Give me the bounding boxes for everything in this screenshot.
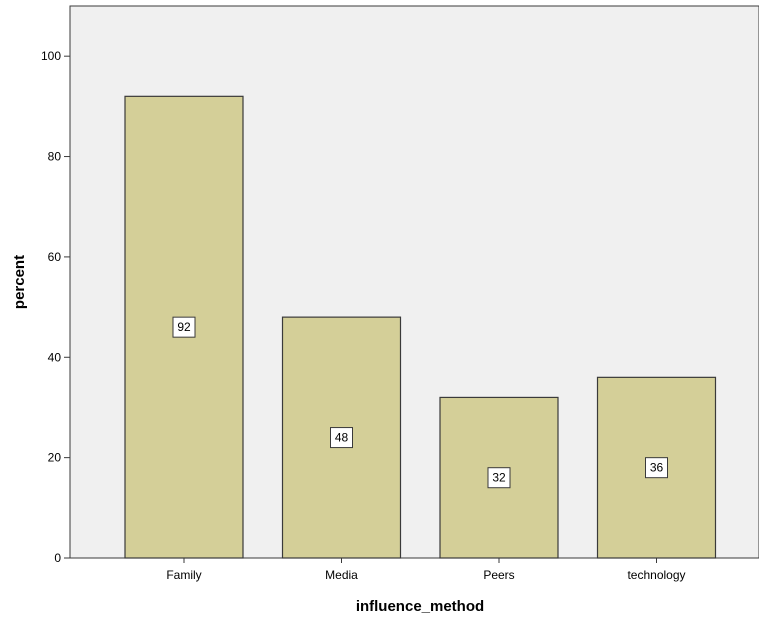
y-tick-label: 40 <box>48 350 62 364</box>
bars-group: 92 48 32 36 <box>124 95 717 559</box>
y-tick-label: 80 <box>48 150 62 164</box>
x-axis-title: influence_method <box>356 598 484 615</box>
x-axis: Family Media Peers technology <box>166 558 686 582</box>
x-tick-label: Family <box>166 568 201 582</box>
data-label-box <box>172 316 196 338</box>
y-tick-label: 100 <box>41 49 61 63</box>
data-label: 36 <box>650 461 664 475</box>
data-label: 32 <box>492 471 506 485</box>
y-tick-label: 60 <box>48 250 62 264</box>
y-axis-title: percent <box>11 255 28 309</box>
data-label: 92 <box>177 320 191 334</box>
data-label: 48 <box>335 431 349 445</box>
data-label-box <box>645 457 668 479</box>
x-tick-label: Media <box>325 568 358 582</box>
y-tick-label: 20 <box>48 451 62 465</box>
y-tick-label: 0 <box>54 551 61 565</box>
y-axis: 0 20 40 60 80 100 <box>41 49 70 565</box>
data-label-box <box>487 467 511 489</box>
data-label-box <box>330 427 353 449</box>
x-tick-label: technology <box>627 568 685 582</box>
x-tick-label: Peers <box>483 568 514 582</box>
